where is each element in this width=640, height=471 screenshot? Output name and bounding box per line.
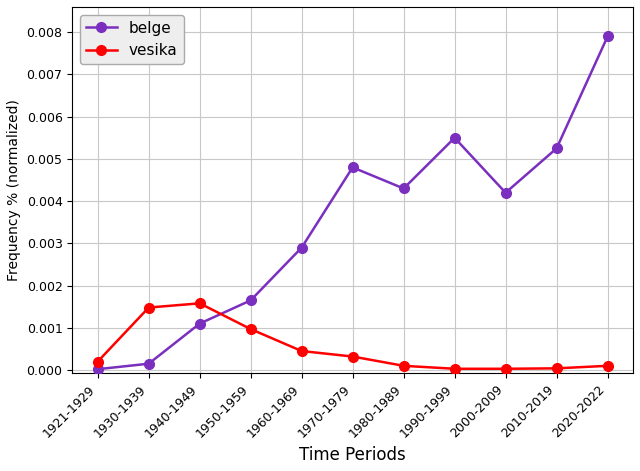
vesika	[349, 354, 356, 359]
vesika	[298, 348, 305, 354]
vesika	[553, 365, 561, 371]
belge	[400, 186, 408, 191]
belge	[298, 245, 305, 251]
belge	[145, 361, 152, 366]
vesika	[502, 366, 509, 372]
vesika	[451, 366, 458, 372]
belge	[553, 146, 561, 151]
belge	[604, 33, 611, 39]
belge	[196, 321, 204, 326]
Legend: belge, vesika: belge, vesika	[80, 15, 184, 65]
Y-axis label: Frequency % (normalized): Frequency % (normalized)	[7, 99, 21, 281]
vesika	[196, 300, 204, 306]
vesika	[145, 305, 152, 310]
Line: belge: belge	[93, 32, 612, 374]
X-axis label: Time Periods: Time Periods	[300, 446, 406, 464]
Line: vesika: vesika	[93, 299, 612, 374]
vesika	[400, 363, 408, 369]
belge	[349, 164, 356, 170]
belge	[94, 366, 102, 372]
vesika	[604, 363, 611, 369]
vesika	[247, 326, 255, 332]
belge	[502, 190, 509, 195]
belge	[247, 298, 255, 303]
belge	[451, 135, 458, 141]
vesika	[94, 359, 102, 365]
